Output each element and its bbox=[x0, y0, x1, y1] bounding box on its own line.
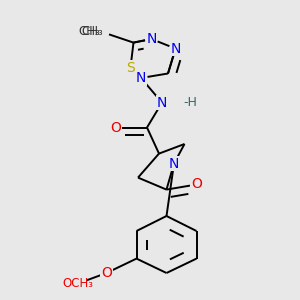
Text: N: N bbox=[136, 71, 146, 85]
Text: CH₃: CH₃ bbox=[79, 25, 101, 38]
Text: N: N bbox=[146, 32, 157, 46]
Text: N: N bbox=[170, 42, 181, 56]
Text: N: N bbox=[157, 96, 167, 110]
Text: S: S bbox=[126, 61, 135, 74]
Text: O: O bbox=[110, 121, 121, 134]
Text: CH₃: CH₃ bbox=[82, 25, 104, 38]
Text: O: O bbox=[191, 178, 202, 191]
Text: -H: -H bbox=[183, 96, 197, 109]
Text: N: N bbox=[169, 157, 179, 170]
Text: OCH₃: OCH₃ bbox=[62, 277, 94, 290]
Text: O: O bbox=[101, 266, 112, 280]
